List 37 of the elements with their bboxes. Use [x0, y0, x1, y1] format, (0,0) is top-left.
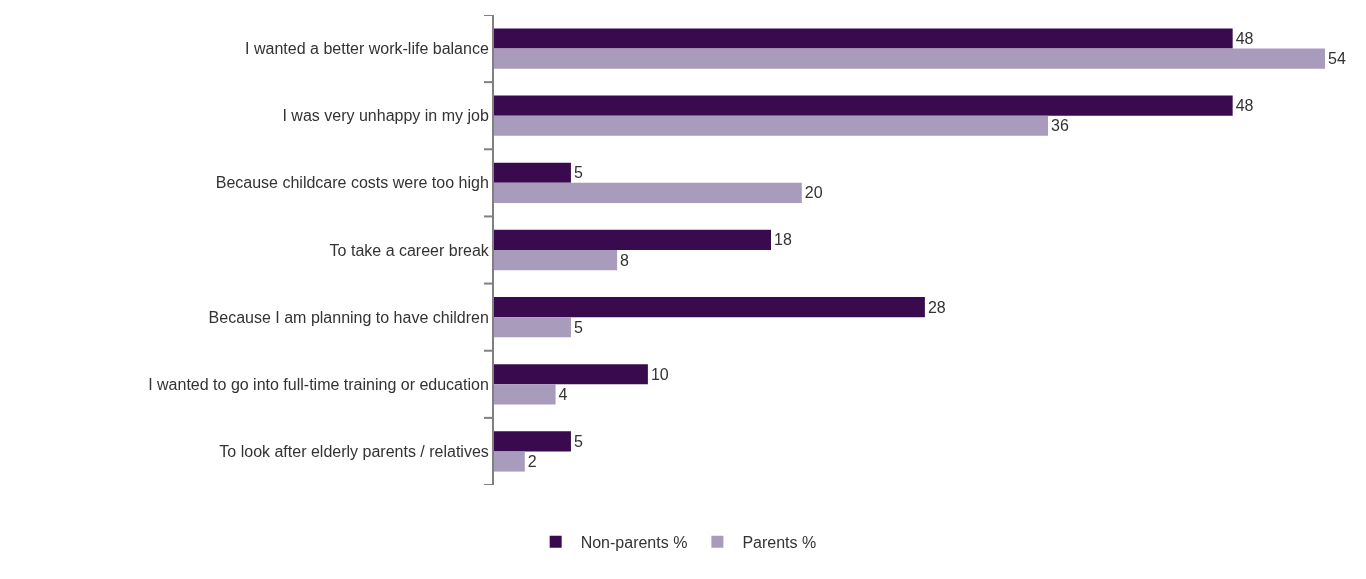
- data-label: 36: [1051, 117, 1069, 135]
- y-tick-label: I wanted to go into full-time training or education: [148, 375, 489, 393]
- data-label: 5: [573, 164, 583, 182]
- bar: [494, 384, 556, 405]
- bar: [494, 317, 571, 338]
- bar: [494, 162, 571, 183]
- bar: [494, 250, 618, 271]
- y-tick-label: I was very unhappy in my job: [282, 107, 489, 125]
- data-label: 2: [527, 453, 537, 470]
- bar: [494, 95, 1233, 116]
- bar: [494, 451, 525, 472]
- y-tick-label: To take a career break: [329, 241, 490, 259]
- y-tick-label: To look after elderly parents / relatives: [219, 443, 489, 461]
- data-label: 5: [573, 318, 583, 336]
- bar: [494, 28, 1233, 49]
- data-label: 5: [573, 432, 583, 450]
- data-label: 48: [1235, 97, 1254, 115]
- data-label: 48: [1235, 30, 1254, 47]
- y-tick-label: Because childcare costs were too high: [215, 174, 489, 192]
- data-label: 20: [804, 184, 823, 202]
- bar: [494, 182, 802, 203]
- bar: [494, 297, 925, 318]
- y-tick-label: I wanted a better work-life balance: [245, 40, 489, 58]
- bar: [494, 48, 1325, 69]
- data-label: 54: [1328, 50, 1346, 68]
- y-tick-label: Because I am planning to have children: [208, 308, 489, 326]
- bar: [494, 364, 648, 385]
- bar: [494, 115, 1048, 136]
- bar: [494, 431, 571, 452]
- data-label: 28: [927, 298, 946, 316]
- data-label: 10: [650, 365, 669, 383]
- legend-label: Parents %: [742, 533, 817, 551]
- legend-label: Non-parents %: [580, 533, 688, 551]
- data-label: 4: [558, 385, 568, 403]
- bar: [494, 229, 771, 250]
- data-label: 18: [774, 231, 792, 249]
- data-label: 8: [620, 251, 630, 269]
